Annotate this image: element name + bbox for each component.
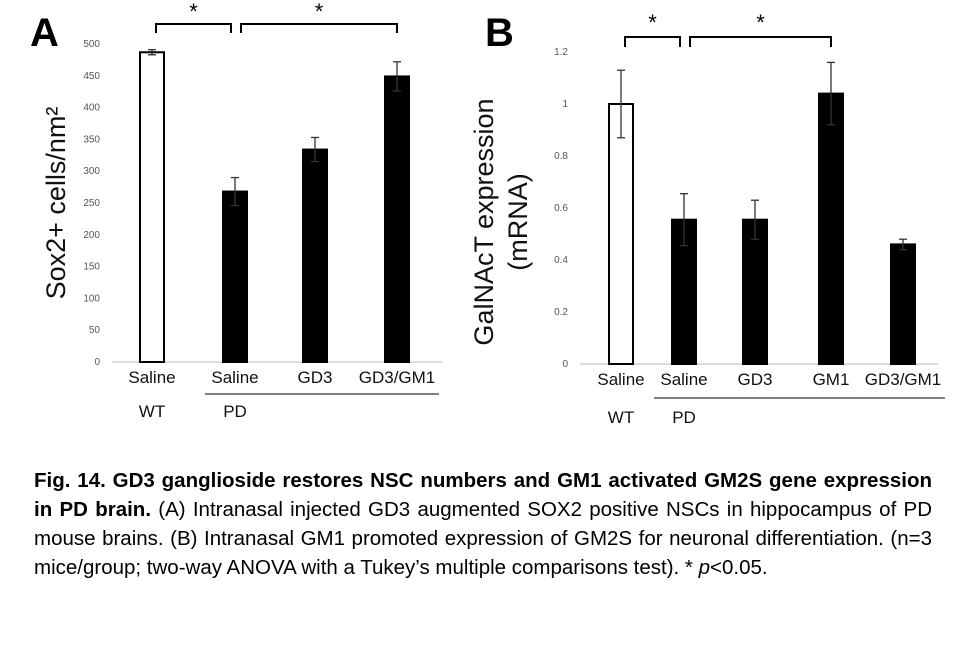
figure-caption: Fig. 14. GD3 ganglioside restores NSC nu…	[34, 466, 932, 582]
y-tick-label: 200	[83, 230, 100, 241]
y-tick-label: 0.2	[554, 307, 568, 318]
caption-title: Fig. 14. GD3 ganglioside restores NSC nu…	[34, 469, 932, 521]
significance-bracket	[155, 23, 232, 33]
significance-star: *	[315, 0, 324, 24]
bar	[302, 148, 328, 363]
y-tick-label: 1	[562, 99, 568, 110]
panel-label: B	[485, 11, 514, 55]
x-category-label: GD3	[738, 370, 773, 389]
y-tick-label: 1.2	[554, 47, 568, 58]
significance-bracket	[624, 36, 681, 47]
bar	[742, 218, 768, 365]
caption-p-symbol: p	[698, 556, 711, 579]
group-label: WT	[139, 402, 165, 421]
significance-star: *	[756, 10, 765, 35]
caption-threshold: <0.05.	[710, 556, 768, 579]
bar	[139, 51, 165, 363]
x-category-label: GD3/GM1	[865, 370, 942, 389]
y-tick-label: 150	[83, 262, 100, 273]
bar	[384, 75, 410, 363]
y-tick-label: 400	[83, 103, 100, 114]
significance-bracket	[240, 23, 398, 33]
y-tick-label: 250	[83, 198, 100, 209]
bar	[890, 243, 916, 365]
group-label: PD	[672, 408, 696, 427]
panel-b-chart: B GalNAcT expression (mRNA) 0 0.2 0.4 0.6 0.8 1 1…	[469, 10, 945, 427]
y-tick-label: 500	[83, 39, 100, 50]
x-category-label: Saline	[211, 368, 258, 387]
y-tick-label: 450	[83, 71, 100, 82]
caption-body: (A) Intranasal injected GD3 augmented SO…	[34, 498, 932, 579]
y-axis-title: (mRNA)	[503, 173, 533, 270]
x-category-label: Saline	[597, 370, 644, 389]
group-label: WT	[608, 408, 634, 427]
bar	[222, 190, 248, 363]
x-category-label: GD3	[298, 368, 333, 387]
figure: A Sox2+ cells/nm² 0 50 100 150 200 250 300 350 400…	[30, 0, 945, 427]
y-axis-title: GalNAcT expression	[469, 98, 499, 345]
y-axis-title: Sox2+ cells/nm²	[41, 107, 71, 300]
y-tick-label: 350	[83, 134, 100, 145]
y-tick-label: 100	[83, 293, 100, 304]
significance-bracket	[689, 36, 832, 47]
y-tick-label: 0.4	[554, 255, 568, 266]
x-category-label: GD3/GM1	[359, 368, 436, 387]
y-tick-label: 0	[94, 357, 100, 368]
y-tick-label: 50	[89, 325, 101, 336]
y-tick-label: 300	[83, 166, 100, 177]
group-label: PD	[223, 402, 247, 421]
y-tick-label: 0.8	[554, 151, 568, 162]
y-tick-label: 0.6	[554, 203, 568, 214]
panel-a-chart: A Sox2+ cells/nm² 0 50 100 150 200 250 300 350 400…	[30, 0, 442, 421]
x-category-label: GM1	[813, 370, 850, 389]
x-category-label: Saline	[128, 368, 175, 387]
significance-star: *	[648, 10, 657, 35]
x-category-label: Saline	[660, 370, 707, 389]
significance-star: *	[189, 0, 198, 24]
y-tick-label: 0	[562, 359, 568, 370]
bar	[818, 92, 844, 365]
bar	[608, 103, 634, 365]
panel-label: A	[30, 11, 59, 55]
